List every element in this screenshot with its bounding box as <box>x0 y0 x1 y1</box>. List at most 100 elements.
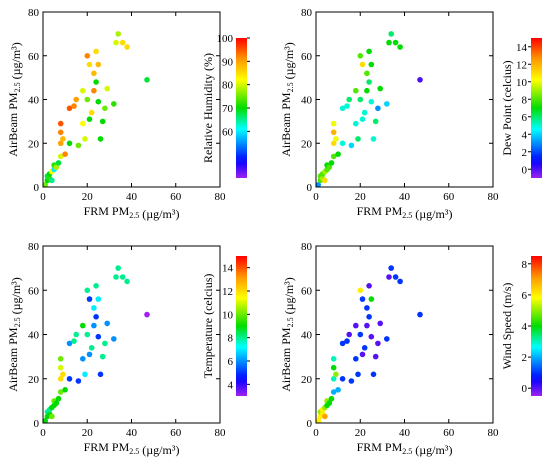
colorbar-tick-label: 10 <box>222 309 234 321</box>
data-point <box>93 283 99 289</box>
data-point <box>86 61 93 68</box>
data-point <box>75 378 82 384</box>
data-point <box>397 278 403 285</box>
plot-frame <box>315 245 494 424</box>
data-point <box>333 136 339 142</box>
data-point <box>357 331 364 338</box>
data-point <box>384 101 390 107</box>
x-tick-label: 20 <box>355 191 367 203</box>
x-tick-label: 80 <box>215 191 227 203</box>
colorbar-tick-label: 14 <box>516 42 528 54</box>
data-point <box>86 116 93 122</box>
data-point <box>57 356 64 362</box>
data-point <box>339 340 346 347</box>
data-point <box>88 109 95 116</box>
data-point <box>119 274 126 280</box>
data-point <box>372 353 379 360</box>
x-tick-label: 0 <box>313 427 319 439</box>
y-tick-label: 0 <box>34 418 40 430</box>
data-point <box>99 353 106 360</box>
y-tick-label: 40 <box>301 95 313 107</box>
x-tick-label: 60 <box>443 427 455 439</box>
colorbar-tick-label: 8 <box>228 333 234 345</box>
x-tick-label: 0 <box>40 191 46 203</box>
y-tick-label: 80 <box>28 241 40 253</box>
data-point <box>82 371 88 378</box>
data-point <box>57 140 64 147</box>
data-point <box>84 96 91 103</box>
data-point <box>392 39 399 46</box>
data-point <box>53 164 60 171</box>
data-point <box>91 322 97 329</box>
data-point <box>344 338 350 344</box>
data-point <box>366 283 372 289</box>
data-point <box>397 44 403 50</box>
data-point <box>66 105 73 112</box>
data-point <box>322 177 328 184</box>
y-tick-label: 40 <box>28 95 40 107</box>
x-tick-label: 20 <box>82 427 94 439</box>
y-tick-label: 60 <box>301 285 313 297</box>
colorbar-tick-label: 100 <box>217 33 234 45</box>
y-axis-label: AirBeam PM2.5 (µg/m³) <box>6 42 23 157</box>
data-point <box>102 105 108 112</box>
data-point <box>91 305 97 311</box>
data-point <box>372 118 379 125</box>
data-point <box>353 120 359 127</box>
data-point <box>326 164 333 171</box>
data-point <box>339 105 346 112</box>
y-axis-label: AirBeam PM2.5 (µg/m³) <box>279 277 296 392</box>
x-tick-label: 80 <box>488 427 500 439</box>
data-point <box>84 53 91 59</box>
data-point <box>359 61 366 68</box>
y-tick-label: 0 <box>307 182 313 194</box>
data-point <box>386 274 392 280</box>
data-point <box>57 120 64 127</box>
data-point <box>359 296 366 302</box>
data-point <box>93 79 99 85</box>
data-point <box>339 376 346 382</box>
data-point <box>91 70 97 77</box>
data-point <box>80 322 86 329</box>
data-point <box>366 314 372 320</box>
data-point <box>364 305 370 311</box>
data-point <box>322 413 328 420</box>
colorbar-tick-label: 4 <box>522 321 528 333</box>
y-tick-label: 20 <box>28 138 40 150</box>
y-tick-label: 80 <box>28 7 40 19</box>
x-tick-label: 40 <box>399 427 411 439</box>
data-point <box>353 356 359 362</box>
data-point <box>55 395 62 402</box>
data-point <box>364 70 370 77</box>
data-point <box>330 153 337 160</box>
data-point <box>49 177 55 184</box>
data-point <box>388 265 395 271</box>
data-point <box>62 387 68 393</box>
data-point <box>326 400 333 406</box>
data-point <box>339 140 346 147</box>
data-point <box>346 96 353 103</box>
data-point <box>144 311 150 318</box>
x-tick-label: 20 <box>355 427 367 439</box>
data-point <box>364 322 370 329</box>
data-point <box>42 182 48 188</box>
y-tick-label: 80 <box>301 241 313 253</box>
x-axis-label: FRM PM2.5 (µg/m³) <box>357 440 453 457</box>
colorbar <box>531 256 542 396</box>
data-point <box>368 98 375 105</box>
data-point <box>57 129 64 136</box>
data-point <box>315 182 322 188</box>
data-point <box>330 356 337 362</box>
colorbar-tick-label: 14 <box>222 263 234 275</box>
data-point <box>392 274 399 280</box>
data-point <box>330 376 337 382</box>
data-point <box>359 351 366 358</box>
data-point <box>91 87 97 94</box>
y-tick-label: 20 <box>28 374 40 386</box>
data-point <box>102 340 108 347</box>
data-point <box>364 87 370 94</box>
data-point <box>377 320 384 327</box>
